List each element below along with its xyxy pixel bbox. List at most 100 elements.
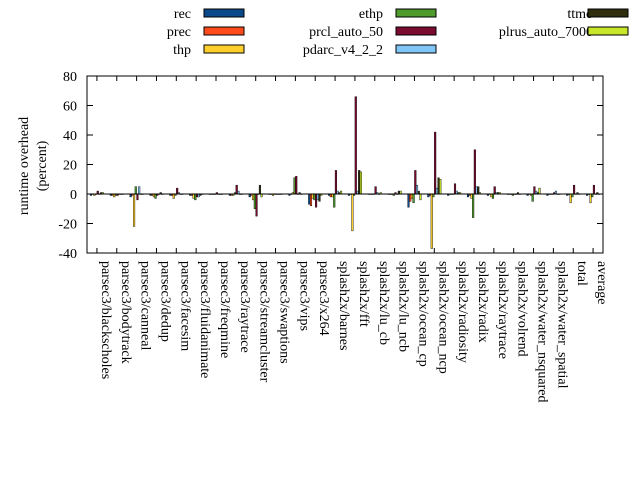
legend-label-plrus-auto-7000: plrus_auto_7000 xyxy=(499,25,593,40)
y-tick-label: 0 xyxy=(70,188,77,203)
legend-swatch-thp xyxy=(203,44,245,54)
legend-label-pdarc-v4-2-2: pdarc_v4_2_2 xyxy=(303,43,383,58)
y-axis-title-line-1: runtime overhead xyxy=(17,117,32,215)
bar-thp-splash2x-ocean-cp xyxy=(410,193,413,199)
bar-ethp-parsec3-dedup xyxy=(154,193,157,199)
x-tick-label-parsec3-streamcluster: parsec3/streamcluster xyxy=(257,261,272,383)
x-tick-label-parsec3-fluidanimate: parsec3/fluidanimate xyxy=(197,261,212,378)
bar-ttmo-parsec3-streamcluster xyxy=(258,184,261,195)
bar-prcl-auto-50-splash2x-radix xyxy=(473,149,476,195)
bar-prcl-auto-50-parsec3-canneal xyxy=(136,193,139,201)
bar-plrus-auto-7000-splash2x-fft xyxy=(359,171,362,195)
y-tick-label: 80 xyxy=(63,70,77,85)
x-tick-label-splash2x-ocean-cp: splash2x/ocean_cp xyxy=(415,261,430,367)
x-tick-label-splash2x-raytrace: splash2x/raytrace xyxy=(495,261,510,359)
bar-plrus-auto-7000-splash2x-water-nsquared xyxy=(538,187,541,195)
bar-rec-parsec3-x264 xyxy=(308,193,311,205)
y-tick-label: 20 xyxy=(63,159,77,174)
x-tick-label-splash2x-barnes: splash2x/barnes xyxy=(336,261,351,350)
x-tick-label-splash2x-lu-ncb: splash2x/lu_ncb xyxy=(396,261,411,352)
y-axis-title-line-2: (percent) xyxy=(35,140,50,191)
bar-thp-parsec3-x264 xyxy=(311,193,314,199)
x-tick-label-average: average xyxy=(594,261,609,305)
plot-frame xyxy=(86,75,604,254)
y-tick-label: 40 xyxy=(63,129,77,144)
y-tick-label: -40 xyxy=(58,247,77,262)
bar-ethp-splash2x-barnes xyxy=(333,193,336,208)
bar-prcl-auto-50-splash2x-radiosity xyxy=(453,183,457,195)
bar-thp-total xyxy=(569,193,572,204)
bar-prcl-auto-50-splash2x-ocean-ncp xyxy=(434,131,437,195)
x-tick-label-splash2x-lu-cb: splash2x/lu_cb xyxy=(376,261,391,345)
bar-ttmo-parsec3-x264 xyxy=(318,193,321,202)
bar-rec-splash2x-ocean-cp xyxy=(407,193,410,208)
bar-ethp-parsec3-canneal xyxy=(134,186,137,195)
y-tick-label: 60 xyxy=(63,100,77,115)
bar-prcl-auto-50-parsec3-facesim xyxy=(176,187,179,195)
legend-label-thp: thp xyxy=(173,43,191,58)
legend: rec prec thp ethp prcl_auto_50 pdarc_v4_2_2 tt… xyxy=(167,7,629,58)
legend-label-ttmo: ttmo xyxy=(567,7,593,22)
x-tick-label-parsec3-dedup: parsec3/dedup xyxy=(157,261,172,342)
bar-ttmo-splash2x-radix xyxy=(477,186,480,195)
bar-prcl-auto-50-parsec3-x264 xyxy=(315,193,318,208)
x-tick-label-splash2x-ocean-ncp: splash2x/ocean_ncp xyxy=(435,261,450,374)
bar-prcl-auto-50-splash2x-raytrace xyxy=(493,186,496,195)
bar-pdarc-v4-2-2-splash2x-radix xyxy=(475,186,478,195)
x-tick-label-splash2x-radiosity: splash2x/radiosity xyxy=(455,261,470,363)
legend-label-rec: rec xyxy=(174,7,191,22)
x-tick-label-parsec3-vips: parsec3/vips xyxy=(296,261,311,331)
x-tick-label-splash2x-fft: splash2x/fft xyxy=(356,261,371,327)
bar-thp-parsec3-streamcluster xyxy=(252,193,255,201)
bar-prec-parsec3-x264 xyxy=(309,193,313,207)
bar-prec-splash2x-ocean-cp xyxy=(409,193,412,202)
bar-thp-parsec3-fluidanimate xyxy=(192,193,195,199)
bar-thp-splash2x-ocean-ncp xyxy=(430,193,433,249)
bar-pdarc-v4-2-2-splash2x-ocean-ncp xyxy=(435,187,438,195)
bar-prcl-auto-50-total xyxy=(573,184,576,195)
legend-swatch-prec xyxy=(203,26,245,36)
bar-prcl-auto-50-splash2x-barnes xyxy=(334,170,337,195)
bar-pdarc-v4-2-2-parsec3-x264 xyxy=(316,193,319,201)
x-tick-label-parsec3-swaptions: parsec3/swaptions xyxy=(277,261,292,364)
legend-label-prcl-auto-50: prcl_auto_50 xyxy=(309,25,383,40)
legend-label-ethp: ethp xyxy=(359,7,383,22)
x-tick-label-parsec3-facesim: parsec3/facesim xyxy=(177,261,192,351)
x-tick-label-parsec3-bodytrack: parsec3/bodytrack xyxy=(118,261,133,364)
x-tick-label-splash2x-water-nsquared: splash2x/water_nsquared xyxy=(535,261,550,403)
bar-prcl-auto-50-splash2x-ocean-cp xyxy=(414,170,417,195)
x-tick-label-parsec3-freqmine: parsec3/freqmine xyxy=(217,261,232,358)
legend-swatch-ttmo xyxy=(587,8,629,18)
bar-ethp-splash2x-water-nsquared xyxy=(531,193,534,202)
bar-ethp-parsec3-x264 xyxy=(313,193,316,201)
x-tick-label-splash2x-volrend: splash2x/volrend xyxy=(515,261,530,357)
bar-thp-average xyxy=(589,193,592,204)
x-tick-label-parsec3-x264: parsec3/x264 xyxy=(316,261,331,336)
legend-swatch-prcl-auto-50 xyxy=(395,26,437,36)
bar-plrus-auto-7000-splash2x-ocean-ncp xyxy=(439,179,442,195)
legend-swatch-plrus-auto-7000 xyxy=(587,26,629,36)
x-tick-label-splash2x-radix: splash2x/radix xyxy=(475,261,490,343)
x-tick-label-parsec3-raytrace: parsec3/raytrace xyxy=(237,261,252,353)
legend-label-prec: prec xyxy=(167,25,191,40)
x-tick-label-parsec3-canneal: parsec3/canneal xyxy=(138,261,153,350)
bar-prcl-auto-50-splash2x-lu-cb xyxy=(374,186,377,195)
legend-swatch-ethp xyxy=(395,8,437,18)
bar-ttmo-splash2x-fft xyxy=(358,170,361,195)
plot-area xyxy=(86,75,604,254)
x-axis: parsec3/blackscholes parsec3/bodytrack par… xyxy=(96,76,609,403)
bar-prcl-auto-50-splash2x-water-nsquared xyxy=(533,186,536,195)
bar-ethp-parsec3-vips xyxy=(293,177,296,195)
bar-ethp-splash2x-radix xyxy=(472,193,475,218)
bar-prcl-auto-50-parsec3-raytrace xyxy=(235,184,238,195)
bar-ethp-parsec3-fluidanimate xyxy=(194,193,197,201)
bar-prcl-auto-50-parsec3-streamcluster xyxy=(255,193,258,217)
bar-thp-splash2x-fft xyxy=(351,193,354,232)
bar-thp-splash2x-radix xyxy=(470,193,473,199)
bar-prcl-auto-50-parsec3-vips xyxy=(295,176,298,195)
bar-pdarc-v4-2-2-splash2x-ocean-cp xyxy=(415,184,419,195)
bar-ethp-parsec3-streamcluster xyxy=(253,193,256,209)
y-axis: -40 -20 0 20 40 60 80 xyxy=(58,70,603,262)
bar-prcl-auto-50-average xyxy=(592,184,595,195)
bar-thp-parsec3-facesim xyxy=(172,193,175,199)
